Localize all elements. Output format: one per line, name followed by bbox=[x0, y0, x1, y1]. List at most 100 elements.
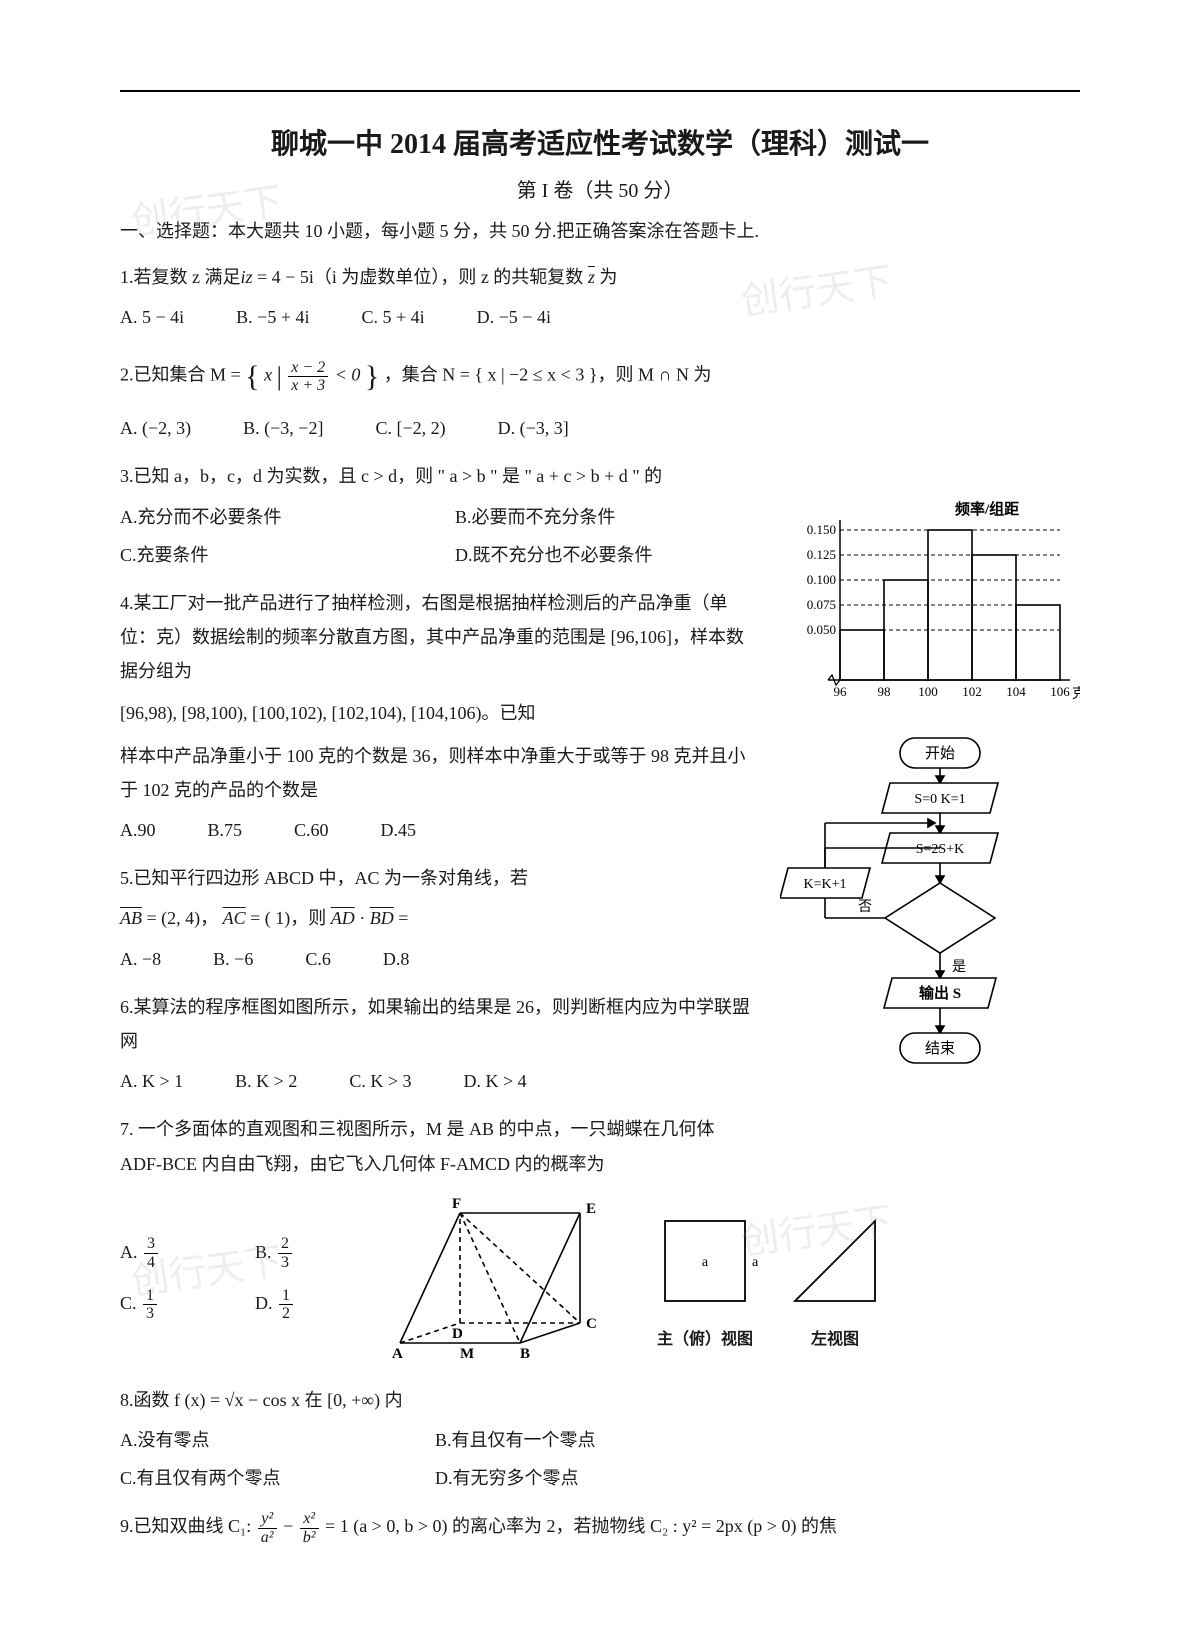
q6-opt-a: A. K > 1 bbox=[120, 1064, 183, 1098]
svg-text:开始: 开始 bbox=[925, 745, 955, 762]
svg-text:104: 104 bbox=[1006, 684, 1026, 699]
svg-text:D: D bbox=[452, 1326, 463, 1342]
q3-opt-c: C.充要条件 bbox=[120, 538, 425, 572]
hist-unit: 克 bbox=[1072, 686, 1080, 702]
svg-text:106: 106 bbox=[1050, 684, 1070, 699]
q4-opt-c: C.60 bbox=[294, 813, 329, 847]
question-3: 3.已知 a，b，c，d 为实数，且 c > d，则 " a > b " 是 "… bbox=[120, 459, 1080, 493]
q5-opt-a: A. −8 bbox=[120, 942, 161, 976]
question-1: 1.若复数 z 满足iz = 4 − 5i（i 为虚数单位），则 z 的共轭复数… bbox=[120, 260, 1080, 294]
svg-text:a: a bbox=[702, 1255, 709, 1270]
q1-conj: z bbox=[588, 267, 595, 287]
svg-text:102: 102 bbox=[962, 684, 982, 699]
svg-text:A: A bbox=[392, 1346, 403, 1362]
solid-figure: A M B C D E F bbox=[370, 1193, 630, 1363]
q4-opt-b: B.75 bbox=[208, 813, 243, 847]
hist-ylabel: 频率/组距 bbox=[955, 500, 1019, 518]
pipe-icon: | bbox=[277, 362, 282, 391]
q8-opt-d: D.有无穷多个零点 bbox=[435, 1461, 720, 1495]
svg-text:98: 98 bbox=[878, 684, 891, 699]
q2-text: 2.已知集合 M = bbox=[120, 365, 245, 385]
q1-opt-c: C. 5 + 4i bbox=[361, 300, 424, 334]
q4-options: A.90 B.75 C.60 D.45 bbox=[120, 813, 760, 847]
svg-text:是: 是 bbox=[952, 960, 966, 975]
question-5-p2: AB = (2, 4)， AC = ( 1)，则 AD · BD = bbox=[120, 901, 760, 935]
vec-ad: AD bbox=[331, 908, 355, 928]
q5-opt-d: D.8 bbox=[383, 942, 410, 976]
q2-setvar: x bbox=[264, 365, 277, 385]
q2-opt-b: B. (−3, −2] bbox=[243, 411, 323, 445]
vec-ab: AB bbox=[120, 908, 142, 928]
q3-opt-a: A.充分而不必要条件 bbox=[120, 500, 425, 534]
svg-text:E: E bbox=[586, 1201, 596, 1217]
section-instructions: 一、选择题：本大题共 10 小题，每小题 5 分，共 50 分.把正确答案涂在答… bbox=[120, 217, 1080, 246]
q2-opt-d: D. (−3, 3] bbox=[498, 411, 569, 445]
question-5-p1: 5.已知平行四边形 ABCD 中，AC 为一条对角线，若 bbox=[120, 861, 760, 895]
question-4-p1: 4.某工厂对一批产品进行了抽样检测，右图是根据抽样检测后的产品净重（单位：克）数… bbox=[120, 586, 760, 689]
q9-frac1: y²a² bbox=[258, 1510, 277, 1546]
q6-opt-b: B. K > 2 bbox=[235, 1064, 297, 1098]
q2-lt: < 0 bbox=[335, 365, 361, 385]
q7-opt-d: D. 12 bbox=[255, 1282, 350, 1325]
q1-opt-d: D. −5 − 4i bbox=[477, 300, 551, 334]
q5-opt-c: C.6 bbox=[305, 942, 331, 976]
main-view-label: 主（俯）视图 bbox=[650, 1325, 760, 1349]
svg-text:否: 否 bbox=[858, 900, 872, 915]
q2-options: A. (−2, 3) B. (−3, −2] C. [−2, 2) D. (−3… bbox=[120, 411, 1080, 445]
left-view-label: 左视图 bbox=[780, 1325, 890, 1349]
page-title: 聊城一中 2014 届高考适应性考试数学（理科）测试一 bbox=[120, 122, 1080, 162]
q7-row: A. 34 B. 23 C. 13 D. 12 A M B bbox=[120, 1193, 1080, 1363]
q1-text: = 4 − 5i（i 为虚数单位），则 z 的共轭复数 bbox=[253, 267, 588, 287]
q3-opt-d: D.既不充分也不必要条件 bbox=[455, 538, 760, 572]
q5-options: A. −8 B. −6 C.6 D.8 bbox=[120, 942, 760, 976]
q5-opt-b: B. −6 bbox=[213, 942, 253, 976]
q1-opt-b: B. −5 + 4i bbox=[236, 300, 309, 334]
q3-opt-b: B.必要而不充分条件 bbox=[455, 500, 760, 534]
q1-eq: iz bbox=[241, 267, 253, 287]
histogram-figure: 频率/组距 0.0500.0750.1000.1250.150 96981001… bbox=[780, 500, 1080, 710]
svg-text:0.125: 0.125 bbox=[807, 547, 836, 562]
q2-opt-c: C. [−2, 2) bbox=[375, 411, 445, 445]
q2-opt-a: A. (−2, 3) bbox=[120, 411, 191, 445]
top-rule bbox=[120, 90, 1080, 92]
q8-opt-a: A.没有零点 bbox=[120, 1423, 405, 1457]
svg-text:结束: 结束 bbox=[925, 1040, 955, 1057]
page-subtitle: 第 I 卷（共 50 分） bbox=[120, 174, 1080, 203]
q1-text: 为 bbox=[595, 267, 618, 287]
brace-icon: { bbox=[245, 360, 259, 393]
question-4-p2: [96,98), [98,100), [100,102), [102,104),… bbox=[120, 696, 760, 730]
left-view: 左视图 bbox=[780, 1206, 890, 1349]
svg-text:K=K+1: K=K+1 bbox=[803, 877, 846, 892]
svg-text:0.100: 0.100 bbox=[807, 572, 836, 587]
vec-ac: AC bbox=[223, 908, 246, 928]
svg-text:S=2S+K: S=2S+K bbox=[916, 842, 964, 857]
question-2: 2.已知集合 M = { x | x − 2x + 3 < 0 } ，集合 N … bbox=[120, 348, 1080, 405]
svg-text:B: B bbox=[520, 1346, 530, 1362]
triangle-view-icon bbox=[780, 1206, 890, 1316]
svg-text:M: M bbox=[460, 1346, 474, 1362]
question-7: 7. 一个多面体的直观图和三视图所示，M 是 AB 的中点，一只蝴蝶在几何体 A… bbox=[120, 1112, 760, 1180]
q8-options: A.没有零点 B.有且仅有一个零点 C.有且仅有两个零点 D.有无穷多个零点 bbox=[120, 1423, 720, 1495]
q1-opt-a: A. 5 − 4i bbox=[120, 300, 184, 334]
q8-opt-c: C.有且仅有两个零点 bbox=[120, 1461, 405, 1495]
flowchart-figure: 开始 S=0 K=1 S=2S+K bbox=[780, 733, 1010, 1113]
question-9: 9.已知双曲线 C₁: y²a² − x²b² = 1 (a > 0, b > … bbox=[120, 1509, 1080, 1546]
q1-text: 1.若复数 z 满足 bbox=[120, 267, 241, 287]
q1-options: A. 5 − 4i B. −5 + 4i C. 5 + 4i D. −5 − 4… bbox=[120, 300, 1080, 334]
q7-opt-c: C. 13 bbox=[120, 1282, 215, 1325]
q2-fraction: x − 2x + 3 bbox=[288, 359, 328, 395]
q6-opt-c: C. K > 3 bbox=[349, 1064, 411, 1098]
q4-opt-d: D.45 bbox=[381, 813, 417, 847]
square-view-icon: a a bbox=[650, 1206, 760, 1316]
q7-opt-b: B. 23 bbox=[255, 1231, 350, 1274]
svg-text:96: 96 bbox=[834, 684, 848, 699]
q3-q6-row: A.充分而不必要条件 B.必要而不充分条件 C.充要条件 D.既不充分也不必要条… bbox=[120, 500, 1080, 1187]
svg-text:S=0 K=1: S=0 K=1 bbox=[914, 792, 965, 807]
main-view: a a 主（俯）视图 bbox=[650, 1206, 760, 1349]
svg-text:0.075: 0.075 bbox=[807, 597, 836, 612]
q2-text: ，集合 N = { x | −2 ≤ x < 3 }，则 M ∩ N 为 bbox=[384, 365, 712, 385]
svg-text:输出 S: 输出 S bbox=[919, 984, 961, 1002]
q6-options: A. K > 1 B. K > 2 C. K > 3 D. K > 4 bbox=[120, 1064, 760, 1098]
question-8: 8.函数 f (x) = √x − cos x 在 [0, +∞) 内 bbox=[120, 1383, 1080, 1417]
q7-opt-a: A. 34 bbox=[120, 1231, 215, 1274]
